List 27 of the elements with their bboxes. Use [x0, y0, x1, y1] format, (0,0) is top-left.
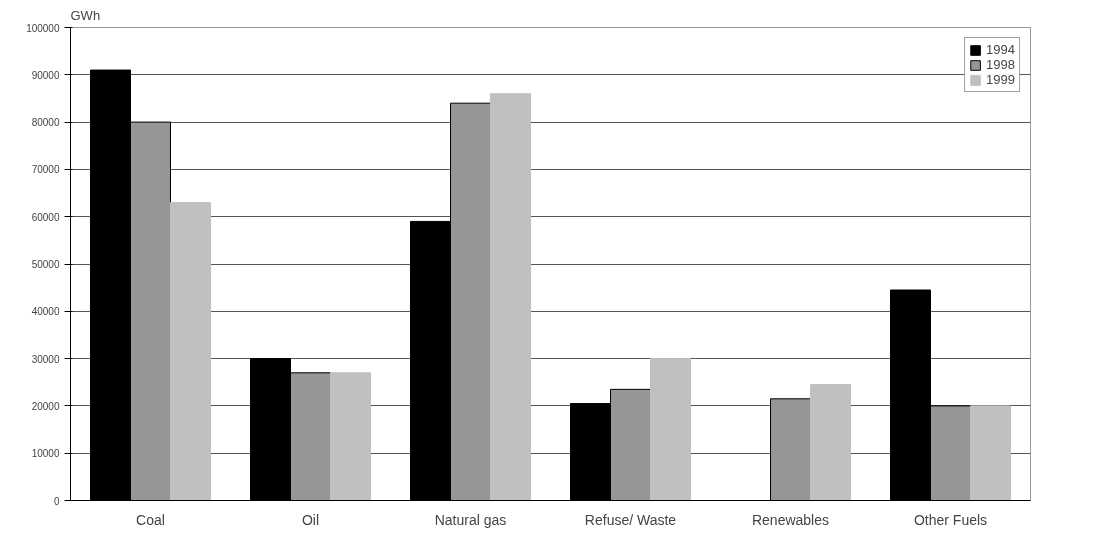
bar: [810, 384, 851, 501]
y-tick-label: 0: [53, 495, 60, 507]
bar: [490, 93, 531, 501]
legend-label: 1999: [986, 72, 1015, 87]
y-tick-label: 30000: [31, 353, 60, 365]
bar: [330, 372, 371, 501]
y-axis-title: GWh: [70, 7, 101, 23]
x-tick-label: Oil: [301, 511, 320, 528]
legend-label: 1998: [986, 57, 1015, 72]
bar: [650, 358, 691, 501]
y-tick-label: 60000: [31, 211, 60, 223]
bar: [170, 202, 211, 501]
x-tick-label: Natural gas: [434, 511, 507, 528]
x-tick-label: Other Fuels: [913, 511, 988, 528]
x-tick-label: Coal: [136, 511, 165, 528]
legend-label: 1994: [986, 42, 1015, 57]
y-tick-label: 80000: [31, 117, 60, 129]
x-tick-label: Renewables: [751, 511, 830, 528]
y-tick-label: 20000: [31, 400, 60, 412]
y-tick-label: 70000: [31, 164, 60, 176]
y-tick-label: 100000: [26, 22, 60, 34]
x-tick-label: Refuse/ Waste: [584, 511, 677, 528]
y-tick-label: 10000: [31, 448, 60, 460]
y-tick-label: 90000: [31, 69, 60, 81]
y-tick-label: 50000: [31, 259, 60, 270]
bar: [970, 405, 1011, 501]
y-tick-label: 40000: [31, 306, 60, 318]
